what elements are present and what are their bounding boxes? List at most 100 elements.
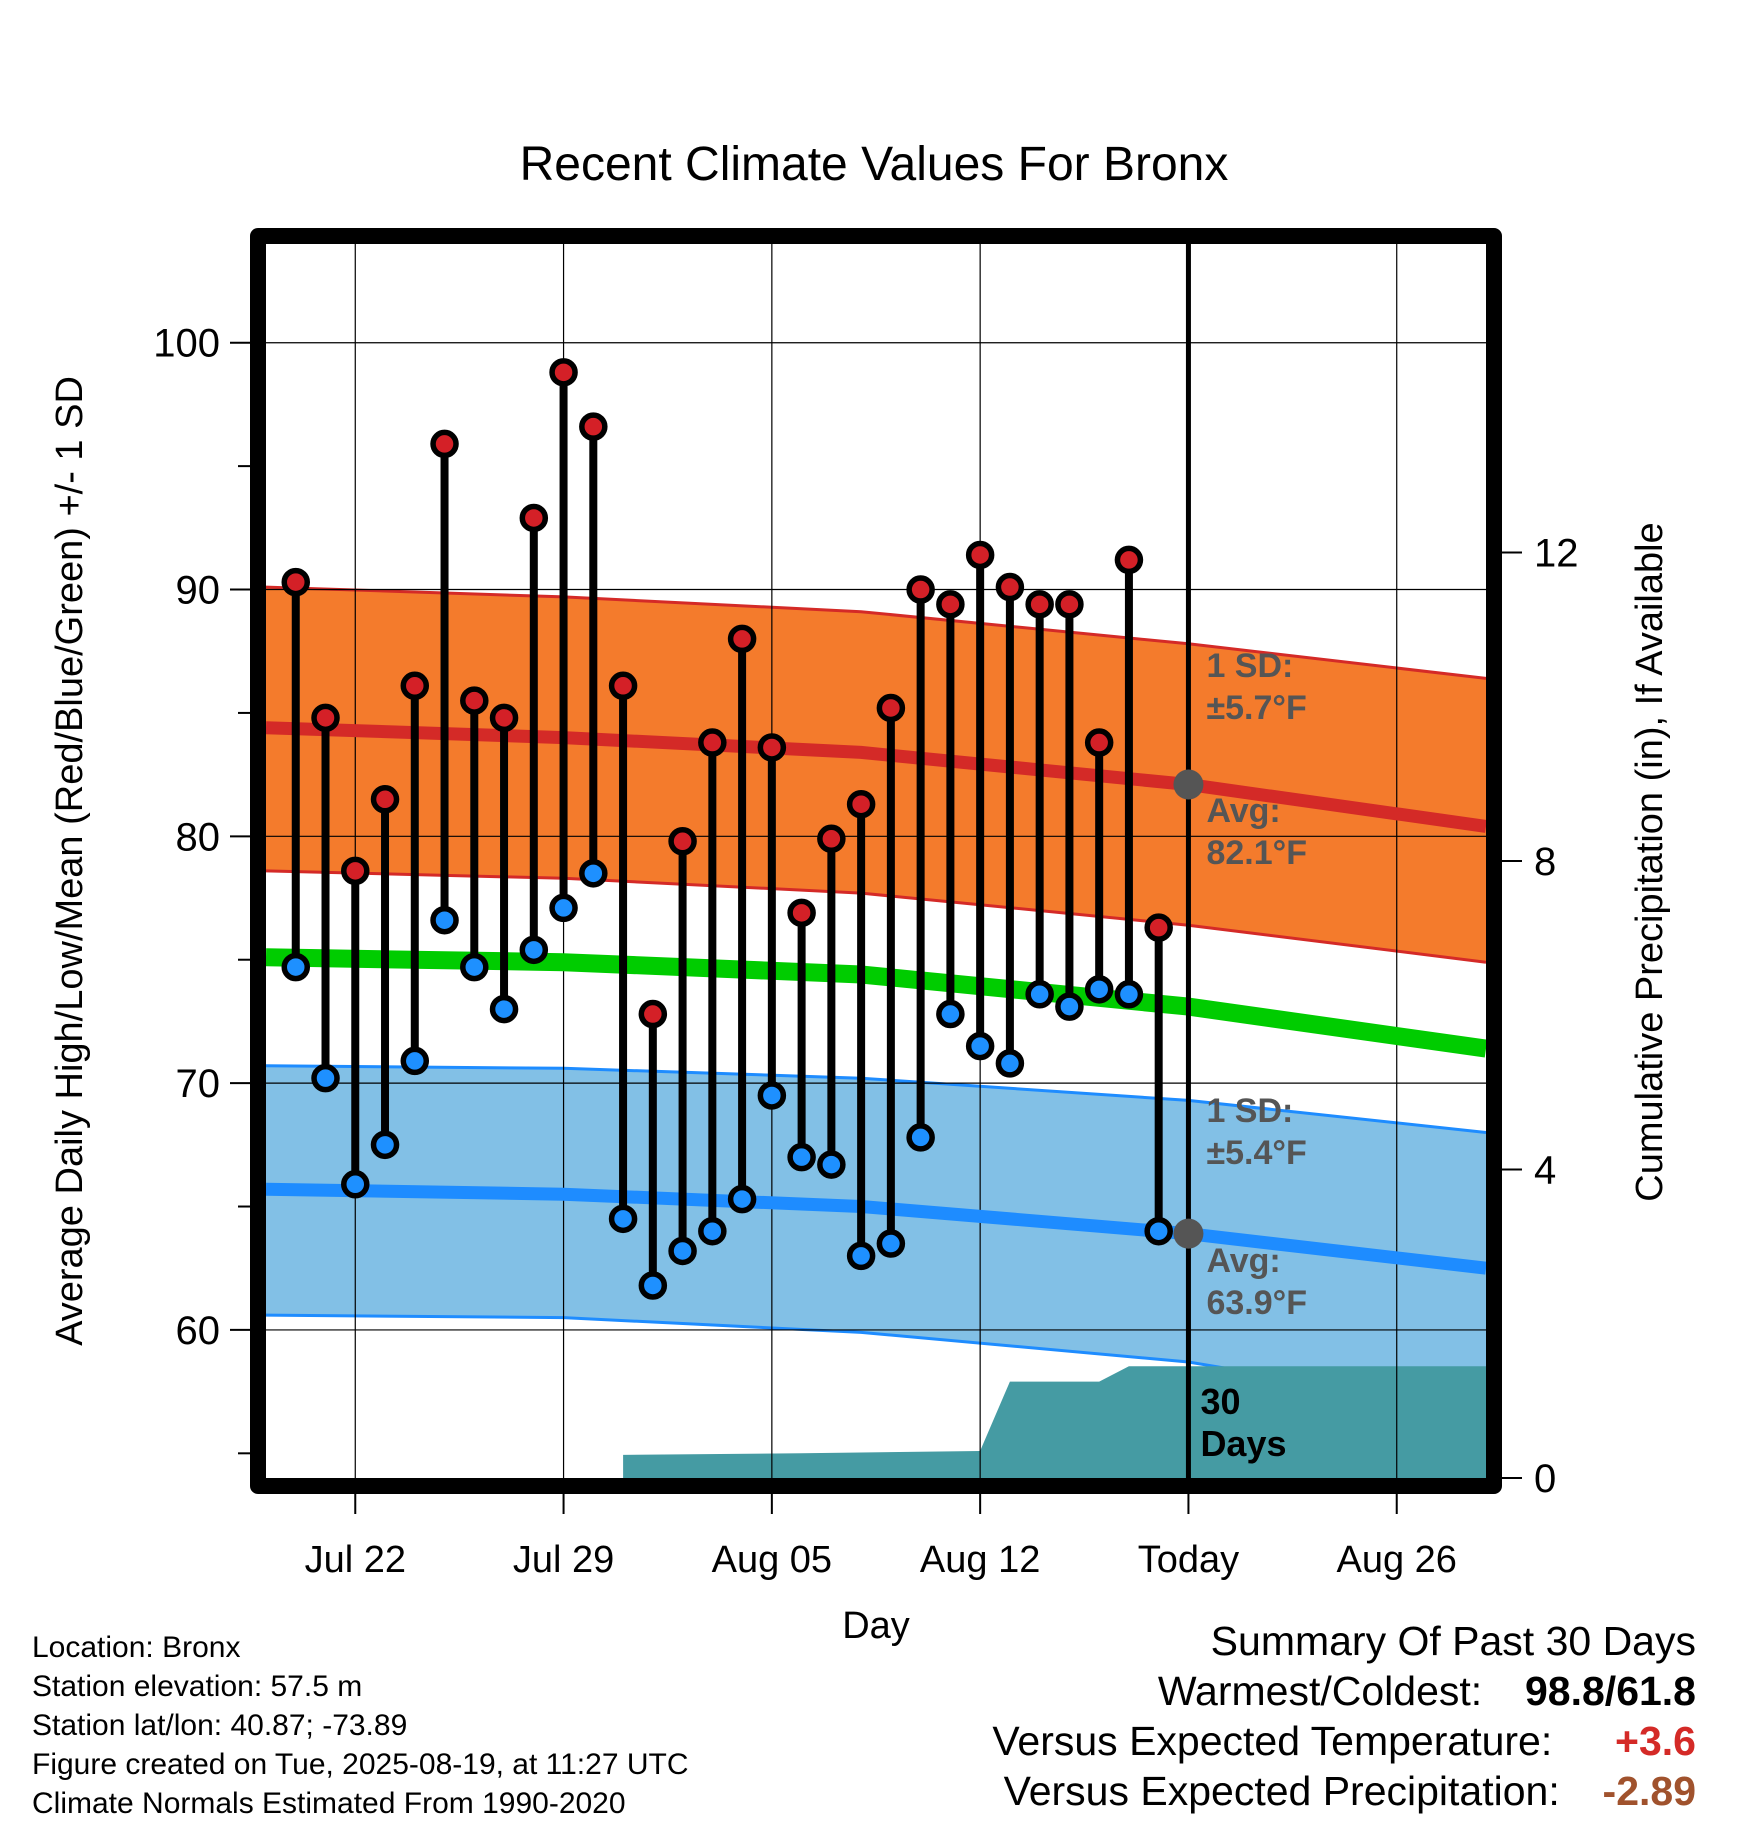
period-annotation-line1: 30 — [1200, 1381, 1240, 1422]
low-point — [936, 999, 965, 1029]
low-point — [400, 1046, 430, 1076]
high-avg-line — [266, 721, 1486, 833]
high-sd-upper-line — [266, 585, 1486, 680]
y-tick-label: 60 — [176, 1309, 221, 1353]
y-tick-label: 90 — [176, 569, 221, 613]
location-text: Location: Bronx — [32, 1631, 241, 1664]
high-point — [906, 575, 935, 604]
y-tick-label: 70 — [176, 1062, 221, 1106]
y-tick-label: 100 — [153, 322, 220, 366]
high-sd-band — [266, 587, 1486, 963]
high-point — [936, 590, 965, 619]
low-point — [549, 893, 578, 923]
low-point — [995, 1049, 1025, 1078]
y2-tick-label: 0 — [1534, 1457, 1556, 1501]
warm-cold-label: Warmest/Coldest: — [1157, 1668, 1483, 1714]
warmest-value: 98.8 — [1524, 1668, 1605, 1714]
high-point — [1025, 590, 1054, 619]
low-avg-annotation-line2: 63.9°F — [1206, 1284, 1307, 1322]
period-annotation-line2: Days — [1200, 1423, 1286, 1464]
temp-row: Versus Expected Temperature: +3.6 — [796, 1716, 1696, 1766]
high-point — [1114, 545, 1144, 575]
mean-avg-line — [266, 948, 1486, 1058]
low-point — [608, 1204, 638, 1234]
x-tick-label: Aug 05 — [712, 1539, 832, 1581]
low-point — [430, 905, 459, 935]
high-point — [460, 686, 489, 715]
high-point — [1084, 728, 1114, 757]
high-point — [965, 540, 995, 570]
low-point — [638, 1271, 668, 1300]
low-point — [281, 952, 311, 982]
low-point — [460, 952, 489, 982]
low-point — [727, 1184, 757, 1214]
summary-panel: Summary Of Past 30 Days Warmest/Coldest:… — [796, 1616, 1696, 1816]
high-avg-annotation-line1: Avg: — [1206, 792, 1280, 830]
high-point — [727, 624, 757, 654]
high-point — [341, 856, 370, 886]
summary-title: Summary Of Past 30 Days — [1210, 1618, 1696, 1664]
low-point — [906, 1123, 935, 1152]
high-point — [579, 412, 608, 441]
high-sd-annotation-line1: 1 SD: — [1206, 647, 1293, 685]
low-point — [1114, 980, 1144, 1009]
today-low-marker — [1173, 1218, 1204, 1249]
precip-label: Versus Expected Precipitation: — [1003, 1768, 1560, 1814]
high-point — [698, 728, 727, 757]
high-point — [430, 429, 459, 459]
plot-area: 1 SD: ±5.7°F Avg: 82.1°F 1 SD: ±5.4°F Avg: 63.9… — [266, 244, 1486, 1478]
high-point — [846, 789, 876, 819]
temp-value: +3.6 — [1615, 1718, 1696, 1764]
high-point — [638, 999, 668, 1029]
y2-tick-label: 4 — [1534, 1149, 1556, 1193]
low-sd-band — [266, 1065, 1486, 1412]
high-sd-annotation-line2: ±5.7°F — [1206, 689, 1306, 727]
y2-tick-label: 8 — [1534, 840, 1556, 884]
coldest-value: 61.8 — [1616, 1668, 1696, 1714]
low-point — [519, 935, 549, 965]
elevation-text: Station elevation: 57.5 m — [32, 1670, 363, 1703]
x-tick-label: Jul 29 — [513, 1539, 614, 1581]
high-point — [817, 824, 846, 854]
low-point — [668, 1236, 697, 1266]
y-tick-label: 80 — [176, 815, 221, 859]
x-tick-label: Jul 22 — [305, 1539, 406, 1581]
high-point — [1144, 913, 1173, 942]
precip-row: Versus Expected Precipitation: -2.89 — [796, 1766, 1696, 1816]
high-point — [281, 567, 311, 597]
low-point — [876, 1229, 906, 1258]
low-point — [1055, 992, 1084, 1021]
high-point — [549, 358, 578, 387]
station-info: Location: Bronx Station elevation: 57.5 … — [32, 1628, 689, 1823]
low-point — [965, 1031, 995, 1061]
x-tick-label: Today — [1138, 1539, 1239, 1581]
low-point — [1144, 1216, 1173, 1246]
chart-title: Recent Climate Values For Bronx — [520, 138, 1229, 191]
low-point — [1084, 975, 1114, 1004]
high-point — [519, 503, 549, 533]
warm-cold-slash: / — [1604, 1668, 1617, 1714]
low-point — [341, 1170, 370, 1199]
x-tick-label: Aug 12 — [920, 1539, 1040, 1581]
low-point — [1025, 980, 1054, 1009]
x-axis-label: Day — [842, 1605, 910, 1647]
low-point — [489, 994, 519, 1024]
high-avg-annotation-line2: 82.1°F — [1206, 834, 1307, 872]
low-sd-annotation-line2: ±5.4°F — [1206, 1134, 1306, 1172]
high-point — [876, 693, 906, 723]
latlon-text: Station lat/lon: 40.87; -73.89 — [32, 1709, 408, 1742]
today-high-marker — [1173, 769, 1204, 800]
y-axis-label: Average Daily High/Low/Mean (Red/Blue/Gr… — [49, 376, 91, 1346]
low-point — [846, 1241, 876, 1271]
high-point — [668, 827, 697, 856]
precip-value: -2.89 — [1602, 1768, 1696, 1814]
warm-cold-row: Warmest/Coldest: 98.8/61.8 — [796, 1666, 1696, 1716]
low-sd-annotation-line1: 1 SD: — [1206, 1092, 1293, 1130]
low-point — [817, 1150, 846, 1179]
low-point — [787, 1142, 816, 1172]
low-point — [311, 1063, 340, 1093]
high-point — [489, 703, 519, 733]
high-point — [757, 733, 787, 762]
y2-tick-label: 12 — [1534, 532, 1579, 576]
low-point — [579, 859, 608, 888]
